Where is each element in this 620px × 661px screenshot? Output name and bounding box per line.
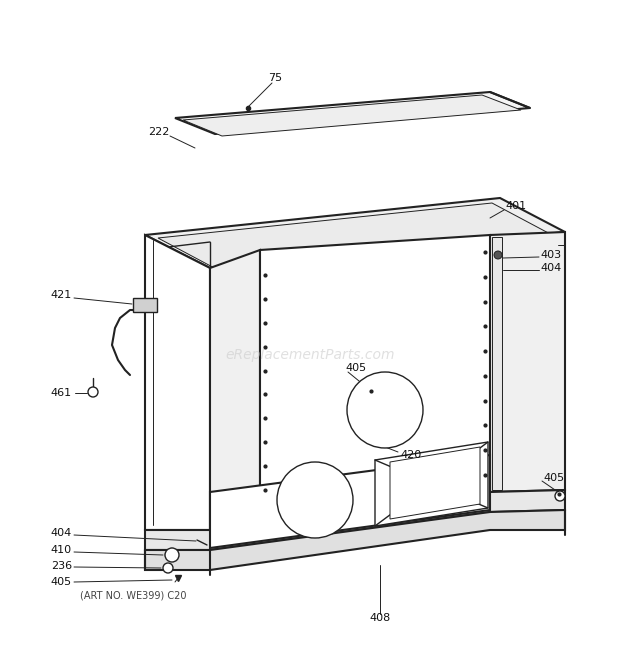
Text: 420: 420	[400, 450, 421, 460]
Circle shape	[347, 372, 423, 448]
Text: 405: 405	[51, 577, 72, 587]
Circle shape	[88, 387, 98, 397]
Polygon shape	[390, 447, 480, 519]
Polygon shape	[490, 232, 565, 492]
Text: 404: 404	[51, 528, 72, 538]
Text: 222: 222	[148, 127, 169, 137]
Circle shape	[277, 462, 353, 538]
Polygon shape	[145, 235, 210, 530]
Polygon shape	[210, 455, 490, 548]
Text: 408: 408	[370, 613, 391, 623]
Text: 461: 461	[51, 388, 72, 398]
Polygon shape	[375, 442, 488, 526]
Polygon shape	[158, 203, 554, 271]
Text: (ART NO. WE399) C20: (ART NO. WE399) C20	[80, 590, 187, 600]
Text: 403: 403	[540, 250, 561, 260]
Polygon shape	[175, 92, 530, 134]
Polygon shape	[145, 198, 565, 268]
Text: eReplacementParts.com: eReplacementParts.com	[225, 348, 395, 362]
Text: 405: 405	[543, 473, 564, 483]
Circle shape	[165, 548, 179, 562]
Text: 401: 401	[505, 201, 526, 211]
Text: 404: 404	[540, 263, 561, 273]
Circle shape	[163, 563, 173, 573]
Polygon shape	[260, 235, 490, 510]
Text: 75: 75	[268, 73, 282, 83]
Text: 236: 236	[51, 561, 72, 571]
Text: 421: 421	[51, 290, 72, 300]
Polygon shape	[183, 95, 521, 136]
Text: 405: 405	[345, 363, 366, 373]
Polygon shape	[133, 298, 157, 312]
Polygon shape	[492, 237, 502, 490]
Polygon shape	[210, 250, 260, 530]
Text: 410: 410	[51, 545, 72, 555]
Circle shape	[555, 491, 565, 501]
Polygon shape	[145, 490, 565, 550]
Polygon shape	[145, 510, 565, 570]
Circle shape	[494, 251, 502, 259]
